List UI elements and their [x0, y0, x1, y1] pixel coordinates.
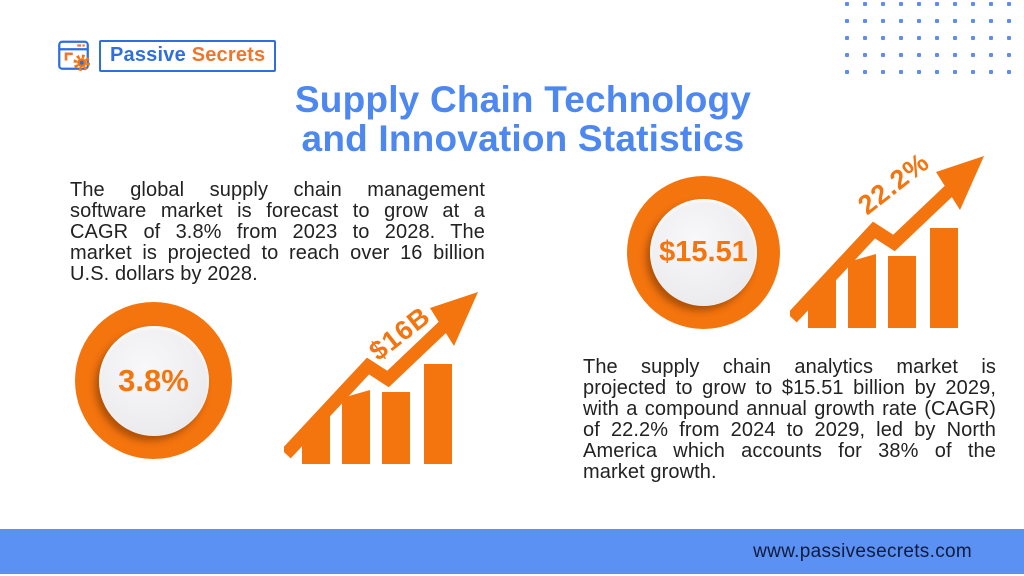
dot	[845, 2, 849, 6]
dot	[917, 36, 921, 40]
brand-name-secondary: Secrets	[191, 44, 266, 66]
growth-chart-right: 22.2%	[790, 147, 986, 328]
dot	[863, 70, 867, 74]
dot	[971, 36, 975, 40]
dot	[863, 36, 867, 40]
dot	[953, 36, 957, 40]
dot	[917, 19, 921, 23]
dot	[881, 53, 885, 57]
dot	[1007, 2, 1011, 6]
dot	[1007, 36, 1011, 40]
page-title: Supply Chain Technology and Innovation S…	[223, 80, 823, 158]
dot	[881, 19, 885, 23]
dot	[845, 70, 849, 74]
stat-donut-left-inner: 3.8%	[98, 325, 209, 436]
dot	[881, 2, 885, 6]
dot	[863, 19, 867, 23]
dot	[917, 2, 921, 6]
dot	[953, 53, 957, 57]
dot	[935, 53, 939, 57]
stat-donut-right-inner: $15.51	[650, 199, 757, 306]
arrow-head-icon	[430, 292, 478, 346]
brand-wordmark: Passive Secrets	[99, 40, 277, 72]
dot	[863, 53, 867, 57]
dot	[989, 70, 993, 74]
dot	[971, 19, 975, 23]
dot	[863, 2, 867, 6]
dot	[971, 2, 975, 6]
dot	[899, 19, 903, 23]
dot	[899, 2, 903, 6]
dot-grid-decor	[845, 2, 1024, 74]
stat-value-right: $15.51	[659, 236, 748, 268]
dot	[953, 2, 957, 6]
stat-donut-left: 3.8%	[75, 302, 232, 459]
dot	[881, 70, 885, 74]
dot	[899, 70, 903, 74]
bar-chart-growth-arrow-icon	[790, 156, 984, 328]
page-title-line2: and Innovation Statistics	[301, 118, 745, 159]
brand-logo: Passive Secrets	[57, 38, 277, 74]
dot	[989, 53, 993, 57]
dot	[953, 70, 957, 74]
dot	[1007, 70, 1011, 74]
dot	[917, 70, 921, 74]
stat-donut-right: $15.51	[627, 176, 780, 329]
dot	[989, 36, 993, 40]
gear-icon	[73, 54, 90, 71]
dot	[935, 70, 939, 74]
dot	[917, 53, 921, 57]
dot	[989, 19, 993, 23]
arrow-head-icon	[936, 156, 984, 210]
dot	[899, 36, 903, 40]
stat-value-left: 3.8%	[118, 362, 189, 398]
dot	[935, 19, 939, 23]
page-title-line1: Supply Chain Technology	[294, 79, 752, 120]
bar-chart-growth-arrow-icon	[284, 292, 478, 464]
dot	[1007, 19, 1011, 23]
dot	[935, 2, 939, 6]
growth-chart-left: $16B	[284, 286, 480, 464]
dot	[845, 53, 849, 57]
dot	[845, 19, 849, 23]
dot	[971, 70, 975, 74]
stat-paragraph-left: The global supply chain management softw…	[70, 179, 485, 285]
browser-window-gear-icon	[58, 40, 90, 71]
dot	[881, 36, 885, 40]
website-link[interactable]: www.passivesecrets.com	[753, 541, 972, 562]
brand-name-primary: Passive	[110, 44, 186, 66]
dot	[971, 53, 975, 57]
dot	[899, 53, 903, 57]
footer-bar	[0, 529, 1024, 574]
dot	[989, 2, 993, 6]
dot	[935, 36, 939, 40]
dot	[953, 19, 957, 23]
stat-paragraph-right: The supply chain analytics market is pro…	[583, 356, 996, 483]
dot	[845, 36, 849, 40]
dot	[1007, 53, 1011, 57]
